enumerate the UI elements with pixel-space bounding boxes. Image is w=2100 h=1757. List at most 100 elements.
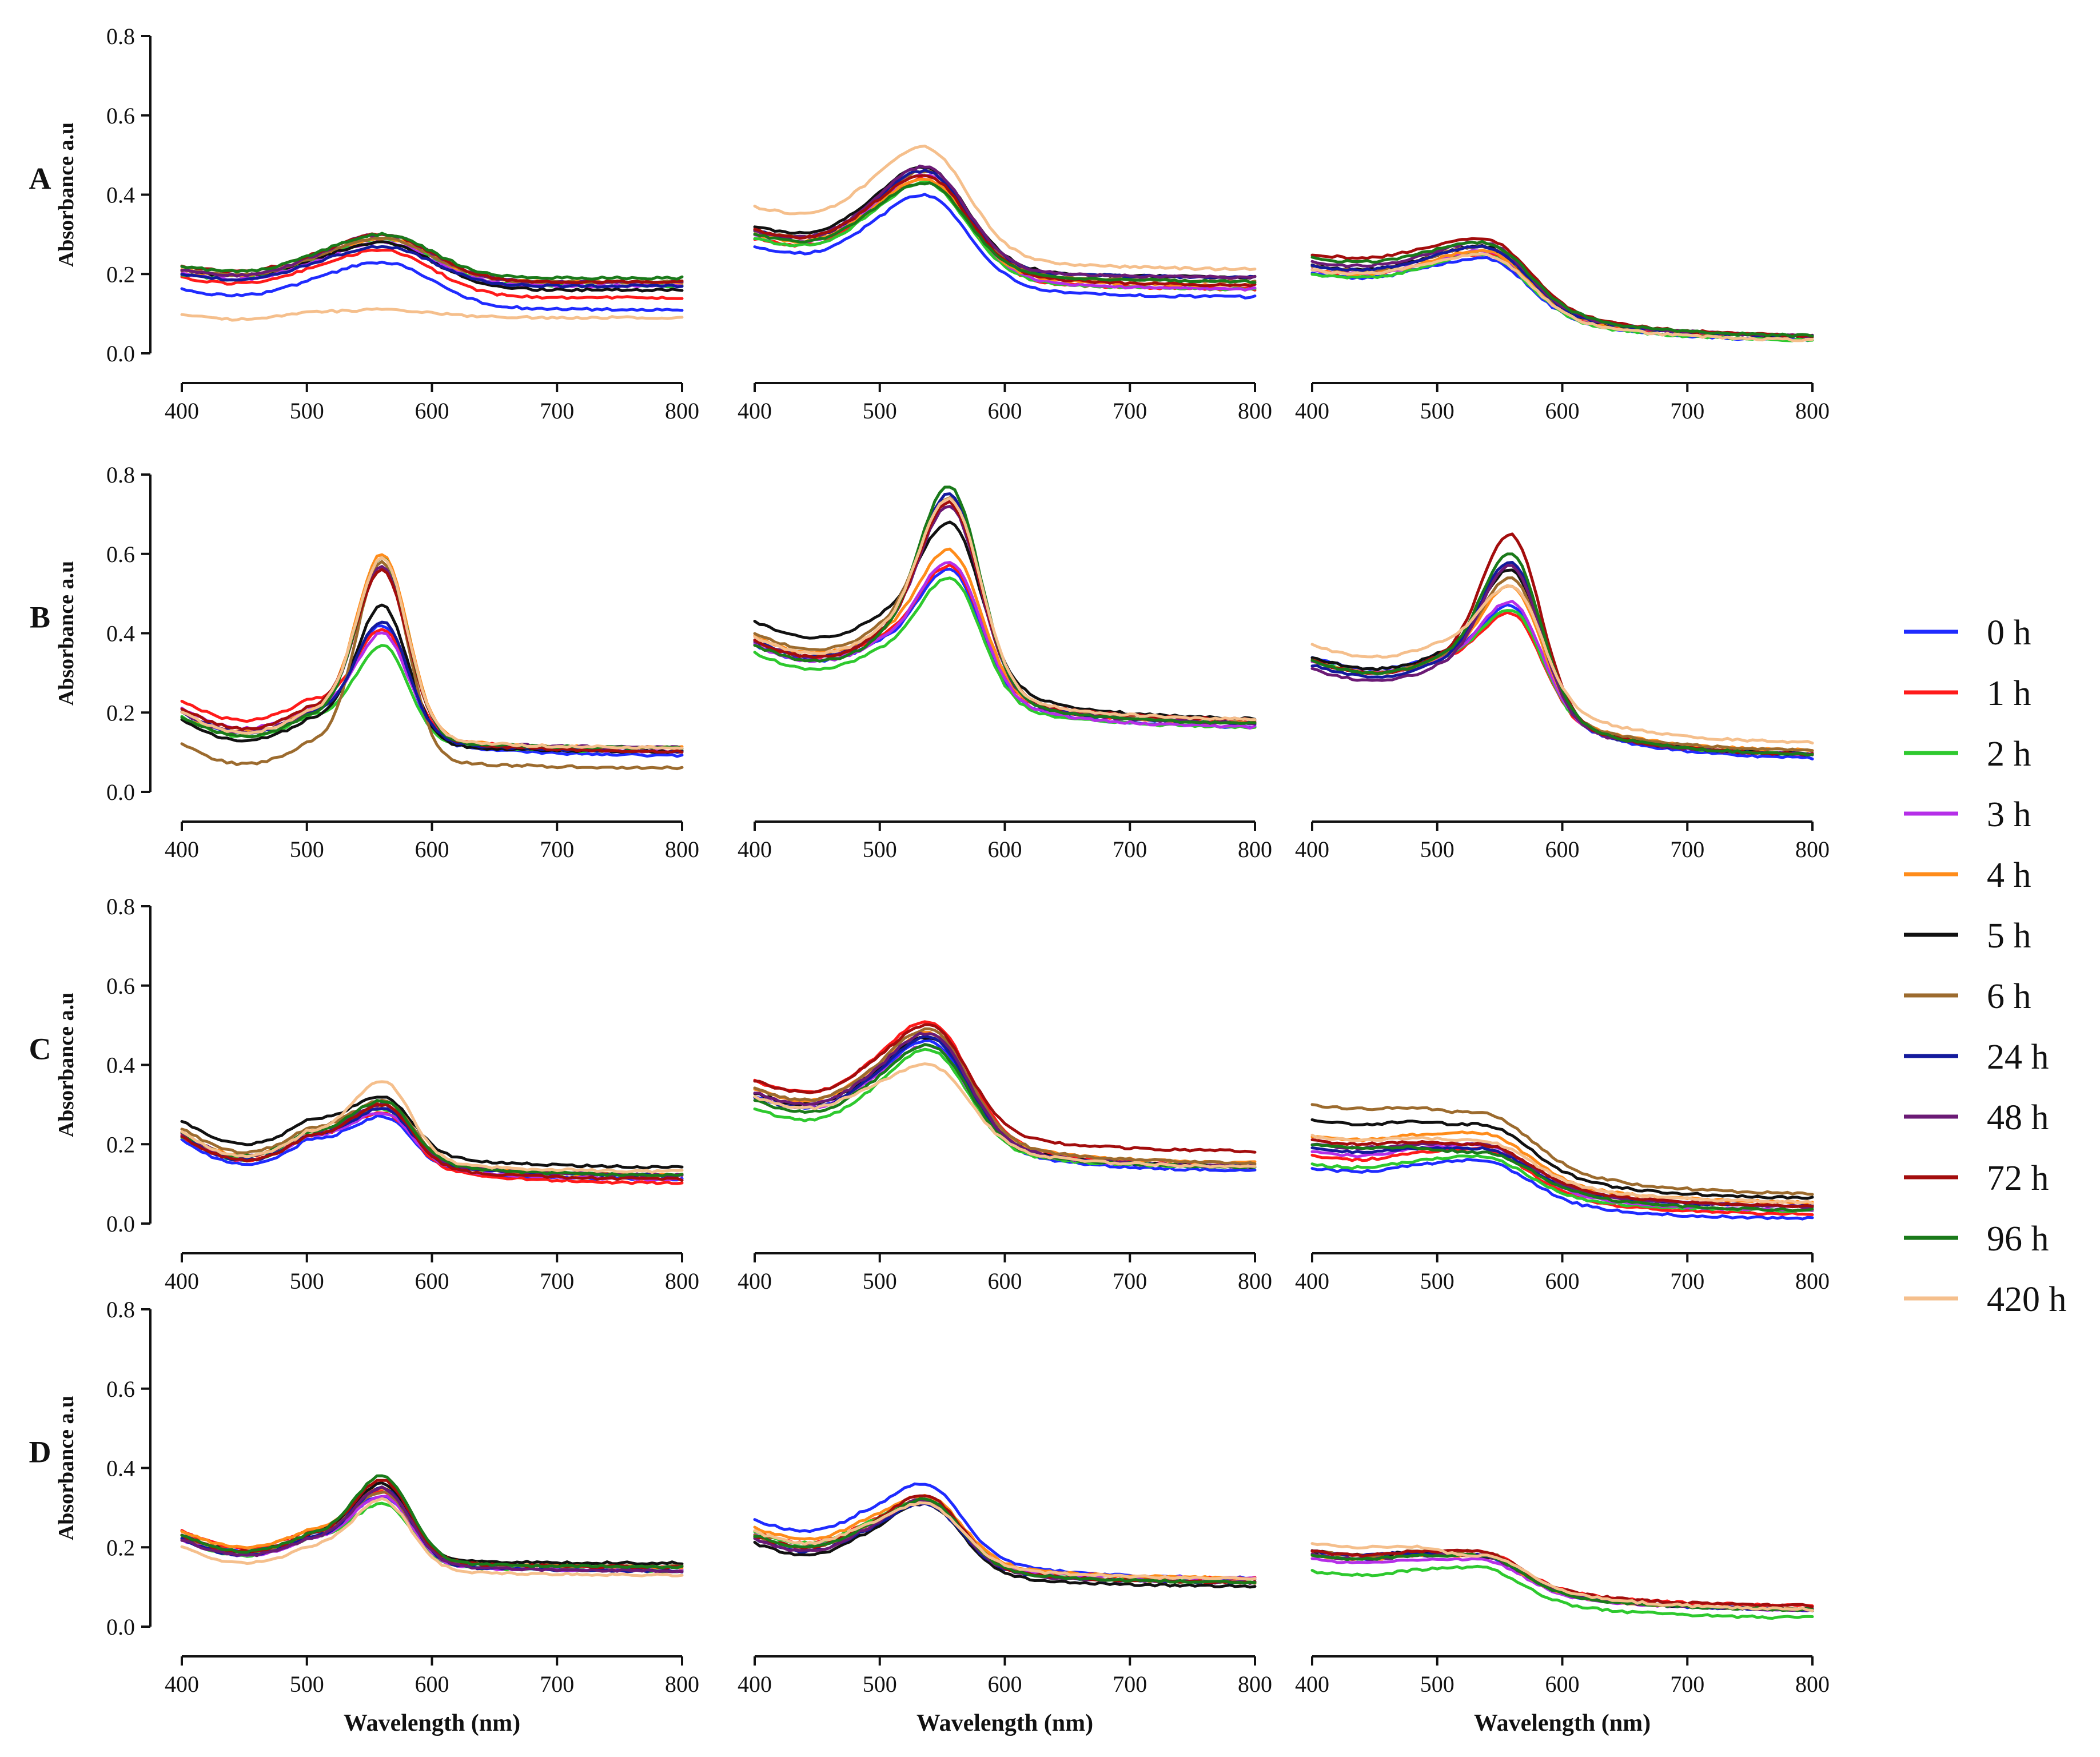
x-tick-label: 600	[1545, 836, 1580, 862]
legend-label: 1 h	[1987, 674, 2031, 713]
x-tick-label: 800	[665, 1671, 699, 1697]
x-tick-label: 600	[1545, 398, 1580, 424]
legend-label: 2 h	[1987, 735, 2031, 774]
x-tick-label: 500	[863, 1671, 897, 1697]
legend-item: 0 h	[1904, 613, 2031, 652]
series-line-420h	[753, 144, 1257, 272]
series-line-6h	[180, 1098, 684, 1178]
series-line-1h	[1310, 1146, 1814, 1216]
series-line-96h	[1310, 1143, 1814, 1213]
legend-item: 6 h	[1904, 977, 2031, 1016]
series-line-420h	[180, 556, 684, 750]
panel-C2: 400 500 600 700 800	[738, 1020, 1272, 1294]
x-tick-label: 700	[540, 398, 574, 424]
y-axis-title: Absorbance a.u	[54, 993, 78, 1137]
x-tick-label: 400	[165, 836, 199, 862]
y-tick-label: 0.8	[106, 23, 135, 49]
x-tick-label: 600	[988, 398, 1022, 424]
series-line-420h	[1310, 1133, 1814, 1205]
series-line-96h	[1310, 240, 1814, 338]
y-tick-label: 0.4	[106, 621, 135, 647]
series-line-24h	[180, 245, 684, 289]
panel-D1: 400 500 600 700 800 0.0 0.2 0.4 0.6 0.8 Absorbance…	[29, 1297, 700, 1736]
x-tick-label: 600	[988, 1268, 1022, 1294]
series-line-6h	[180, 560, 684, 771]
x-tick-label: 700	[540, 1671, 574, 1697]
legend-item: 420 h	[1904, 1280, 2067, 1319]
series-line-1h	[753, 563, 1257, 726]
legend-item: 24 h	[1904, 1038, 2049, 1077]
series-line-72h	[1310, 532, 1814, 757]
x-tick-label: 500	[863, 1268, 897, 1294]
x-tick-label: 800	[1238, 1268, 1272, 1294]
series-line-5h	[180, 1095, 684, 1170]
panel-B3: 400 500 600 700 800	[1295, 532, 1830, 862]
series-line-420h	[753, 1501, 1257, 1581]
series-group	[180, 232, 684, 322]
series-line-72h	[753, 1023, 1257, 1154]
x-tick-label: 400	[738, 1268, 772, 1294]
y-tick-label: 0.2	[106, 700, 135, 726]
series-group	[1310, 1103, 1814, 1221]
y-tick-label: 0.4	[106, 1456, 135, 1481]
series-line-5h	[753, 1501, 1257, 1589]
series-line-0h	[180, 260, 684, 312]
series-line-24h	[180, 1485, 684, 1573]
x-tick-label: 800	[665, 1268, 699, 1294]
x-tick-label: 800	[665, 398, 699, 424]
y-tick-label: 0.6	[106, 541, 135, 567]
row-label-D: D	[29, 1435, 51, 1469]
series-line-5h	[753, 520, 1257, 721]
series-group	[180, 553, 684, 771]
series-line-96h	[753, 485, 1257, 725]
x-axis-title: Wavelength (nm)	[916, 1710, 1093, 1736]
series-line-24h	[753, 492, 1257, 726]
series-line-48h	[753, 1031, 1257, 1169]
x-tick-label: 700	[1670, 398, 1704, 424]
panel-B2: 400 500 600 700 800	[738, 485, 1272, 862]
legend-item: 48 h	[1904, 1098, 2049, 1137]
series-line-0h	[753, 193, 1257, 300]
y-tick-label: 0.8	[106, 1297, 135, 1322]
series-line-48h	[180, 1485, 684, 1573]
series-line-24h	[753, 1034, 1257, 1169]
x-tick-label: 600	[988, 836, 1022, 862]
x-tick-label: 400	[165, 1268, 199, 1294]
series-group	[753, 1482, 1257, 1589]
x-tick-label: 600	[988, 1671, 1022, 1697]
legend-label: 5 h	[1987, 917, 2031, 955]
series-line-420h	[180, 307, 684, 322]
series-line-3h	[753, 561, 1257, 730]
row-label-B: B	[30, 600, 50, 635]
y-axis-title: Absorbance a.u	[54, 122, 78, 267]
series-line-6h	[1310, 1103, 1814, 1196]
x-tick-label: 600	[1545, 1671, 1580, 1697]
legend-label: 24 h	[1987, 1038, 2049, 1077]
x-tick-label: 800	[1238, 836, 1272, 862]
series-line-6h	[1310, 576, 1814, 752]
series-group	[1310, 1542, 1814, 1620]
series-line-48h	[1310, 564, 1814, 757]
legend-label: 6 h	[1987, 977, 2031, 1016]
y-tick-label: 0.8	[106, 894, 135, 919]
series-line-420h	[1310, 584, 1814, 745]
legend-item: 72 h	[1904, 1159, 2049, 1198]
series-group	[1310, 532, 1814, 760]
panel-D3: 400 500 600 700 800 Wavelength (nm)	[1295, 1542, 1830, 1736]
y-tick-label: 0.6	[106, 973, 135, 999]
series-line-48h	[180, 1102, 684, 1178]
panel-A3: 400 500 600 700 800	[1295, 237, 1830, 424]
series-line-420h	[1310, 252, 1814, 342]
y-tick-label: 0.0	[106, 779, 135, 805]
series-line-1h	[180, 248, 684, 300]
y-tick-label: 0.0	[106, 1211, 135, 1237]
series-line-5h	[1310, 568, 1814, 757]
y-axis-title: Absorbance a.u	[54, 1396, 78, 1540]
y-axis-title: Absorbance a.u	[54, 561, 78, 706]
panel-C3: 400 500 600 700 800	[1295, 1103, 1830, 1294]
legend-item: 4 h	[1904, 856, 2031, 895]
x-tick-label: 600	[415, 1268, 449, 1294]
legend-item: 1 h	[1904, 674, 2031, 713]
panel-D2: 400 500 600 700 800 Wavelength (nm)	[738, 1482, 1272, 1736]
x-tick-label: 800	[1795, 1268, 1830, 1294]
